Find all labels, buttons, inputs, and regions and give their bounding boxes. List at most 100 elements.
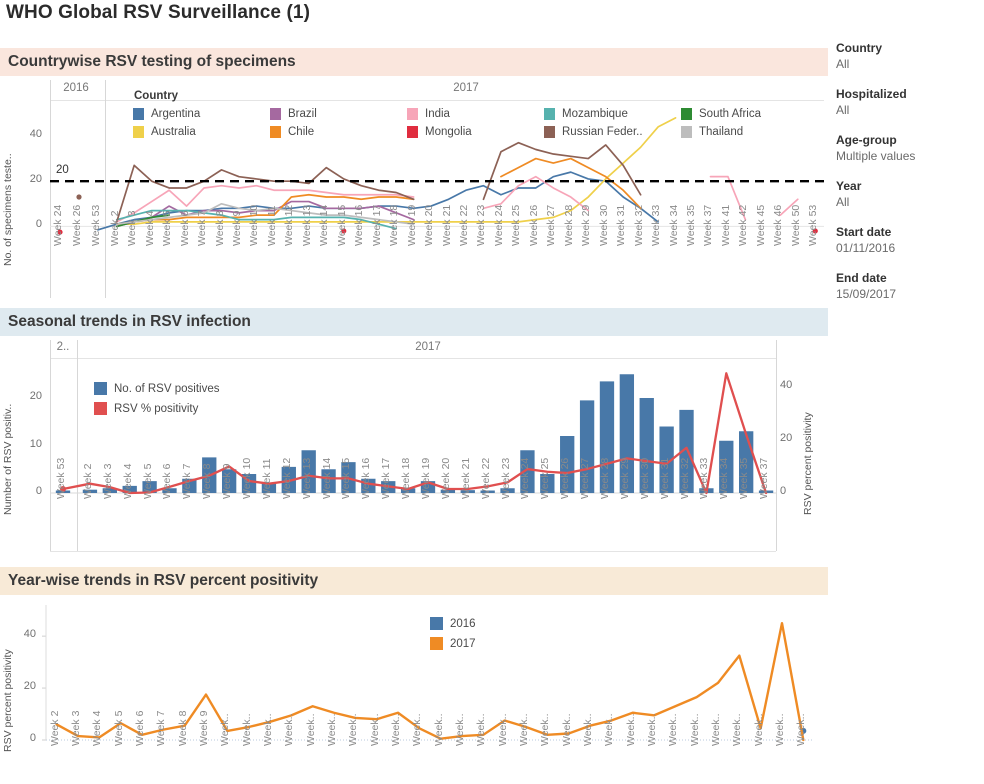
chart2-bar[interactable] [500,488,515,493]
chart2-axis-line-right [776,340,777,551]
legend-swatch-icon [133,108,144,120]
chart1-line-chile [115,157,642,226]
chart3-x-tick: Week.. [262,713,274,746]
chart1-legend-item-mongolia[interactable]: Mongolia [407,126,472,138]
chart1-x-tick: Week 26 [527,204,540,246]
chart3-x-tick: Week.. [432,713,445,746]
chart1-legend-label: Chile [288,126,315,138]
chart1-x-tick: Week 37 [702,204,715,246]
chart1-legend-item-argentina[interactable]: Argentina [133,108,200,120]
chart3-x-tick: Week 6 [134,710,146,746]
chart2-bar[interactable] [560,436,575,493]
chart2-bar[interactable] [221,469,237,493]
chart1-y-tick-20: 20 [29,173,42,186]
chart1-legend-label: Brazil [288,108,317,120]
chart1-legend-item-south-africa[interactable]: South Africa [681,108,761,120]
filter-hospitalized[interactable]: Hospitalized All [836,86,984,118]
chart1-x-tick: Week 53 [90,204,102,246]
chart2-bar[interactable] [122,485,137,494]
chart2-bar[interactable] [162,488,177,493]
chart1-x-tick: Week 14 [318,204,331,246]
chart2-bar[interactable] [719,440,734,493]
chart2-bar[interactable] [261,483,277,494]
chart2-bar[interactable] [540,474,555,493]
legend-swatch-icon [270,126,281,138]
chart-seasonal-trends-rsv[interactable]: Number of RSV positiv.. RSV percent posit… [0,340,828,555]
chart3-x-tick: Week.. [411,713,424,746]
chart2-x-tick: Week 8 [201,463,214,499]
filter-start-date[interactable]: Start date 01/11/2016 [836,224,984,256]
chart3-legend-item-2016[interactable]: 2016 [430,617,476,630]
chart2-bar[interactable] [619,374,635,493]
chart3-x-tick: Week.. [219,713,232,746]
chart3-y-tick-20: 20 [23,680,36,693]
chart2-legend-label: No. of RSV positives [114,382,220,395]
chart2-bar[interactable] [420,481,436,494]
chart1-x-tick: Week 10 [248,204,261,246]
chart2-y2-tick-20: 20 [780,431,793,444]
chart2-legend-item-rsv-percent-positivity[interactable]: RSV % positivity [94,402,198,415]
chart1-x-tick: Week 5 [161,210,174,246]
chart2-bar[interactable] [102,488,117,493]
chart2-bar[interactable] [460,490,475,493]
chart1-legend-item-australia[interactable]: Australia [133,126,196,138]
panel-title-countrywise: Countrywise RSV testing of specimens [0,48,828,76]
chart-yearwise-rsv-positivity[interactable]: RSV percent positivity 0 20 40 2016 2017 Week … [0,599,828,784]
chart3-x-tick: Week.. [582,713,594,746]
chart1-legend-label: South Africa [699,108,762,120]
chart3-plot-area [42,605,814,742]
chart3-x-tick: Week.. [240,713,253,746]
panel-title-seasonal: Seasonal trends in RSV infection [0,308,828,336]
chart3-x-tick: Week 9 [198,710,210,746]
chart2-x-tick: Week 33 [698,457,711,499]
chart3-x-tick: Week.. [774,713,786,746]
chart3-legend-item-2017[interactable]: 2017 [430,637,476,650]
chart2-x-tick: Week 53 [55,457,67,499]
chart2-bar[interactable] [400,488,416,493]
chart1-x-tick: Week 53 [807,204,820,246]
chart2-bar[interactable] [679,409,694,494]
chart2-bar[interactable] [480,490,495,494]
chart2-bar[interactable] [639,398,654,493]
chart1-legend-item-brazil[interactable]: Brazil [270,108,317,120]
filter-country[interactable]: Country All [836,40,984,72]
chart2-y-tick-0: 0 [35,485,42,497]
chart2-x-tick: Week 7 [181,463,194,499]
chart2-bar[interactable] [321,469,336,493]
filter-end-date[interactable]: End date 15/09/2017 [836,270,984,302]
chart3-x-tick: Week.. [368,713,381,746]
chart2-x-tick: Week 32 [678,457,691,499]
filter-age-group[interactable]: Age-group Multiple values [836,132,984,164]
chart1-legend-item-india[interactable]: India [407,108,450,120]
chart3-x-tick: Week.. [560,713,573,746]
chart1-legend-item-mozambique[interactable]: Mozambique [544,108,628,120]
chart1-legend-item-chile[interactable]: Chile [270,126,314,138]
chart2-bar[interactable] [301,450,316,493]
chart2-bar[interactable] [142,481,157,494]
chart2-bar[interactable] [520,450,535,493]
chart2-x-tick: Week 3 [101,463,114,499]
chart1-x-tick: Week 50 [789,204,802,246]
chart1-legend-item-thailand[interactable]: Thailand [681,126,743,138]
chart1-x-tick: Week 22 [458,204,470,246]
legend-swatch-icon [407,126,418,138]
chart2-x-tick: Week 20 [439,457,452,499]
chart3-x-tick: Week.. [326,713,338,746]
chart2-bar[interactable] [440,489,456,493]
chart1-x-tick: Week 45 [754,204,767,246]
legend-swatch-icon [544,108,555,120]
chart1-legend-label: Mozambique [562,108,628,120]
filter-country-value: All [836,57,850,71]
chart1-plot-area [50,116,824,235]
chart1-line-india [115,175,799,223]
chart1-x-tick: Week 23 [475,204,488,246]
chart2-bar[interactable] [659,426,674,494]
chart-countrywise-rsv-testing[interactable]: No. of specimens teste.. 2016 2017 0 20 40 20 C… [0,80,828,302]
filter-year[interactable]: Year All [836,178,984,210]
chart3-x-tick: Week.. [475,713,488,746]
chart2-legend-item-rsv-positives[interactable]: No. of RSV positives [94,382,219,395]
chart1-x-tick: Week 3 [126,210,139,246]
chart1-legend-item-russian-feder[interactable]: Russian Feder.. [544,126,643,138]
chart3-x-tick: Week 3 [70,710,82,746]
chart2-bar[interactable] [82,489,98,493]
